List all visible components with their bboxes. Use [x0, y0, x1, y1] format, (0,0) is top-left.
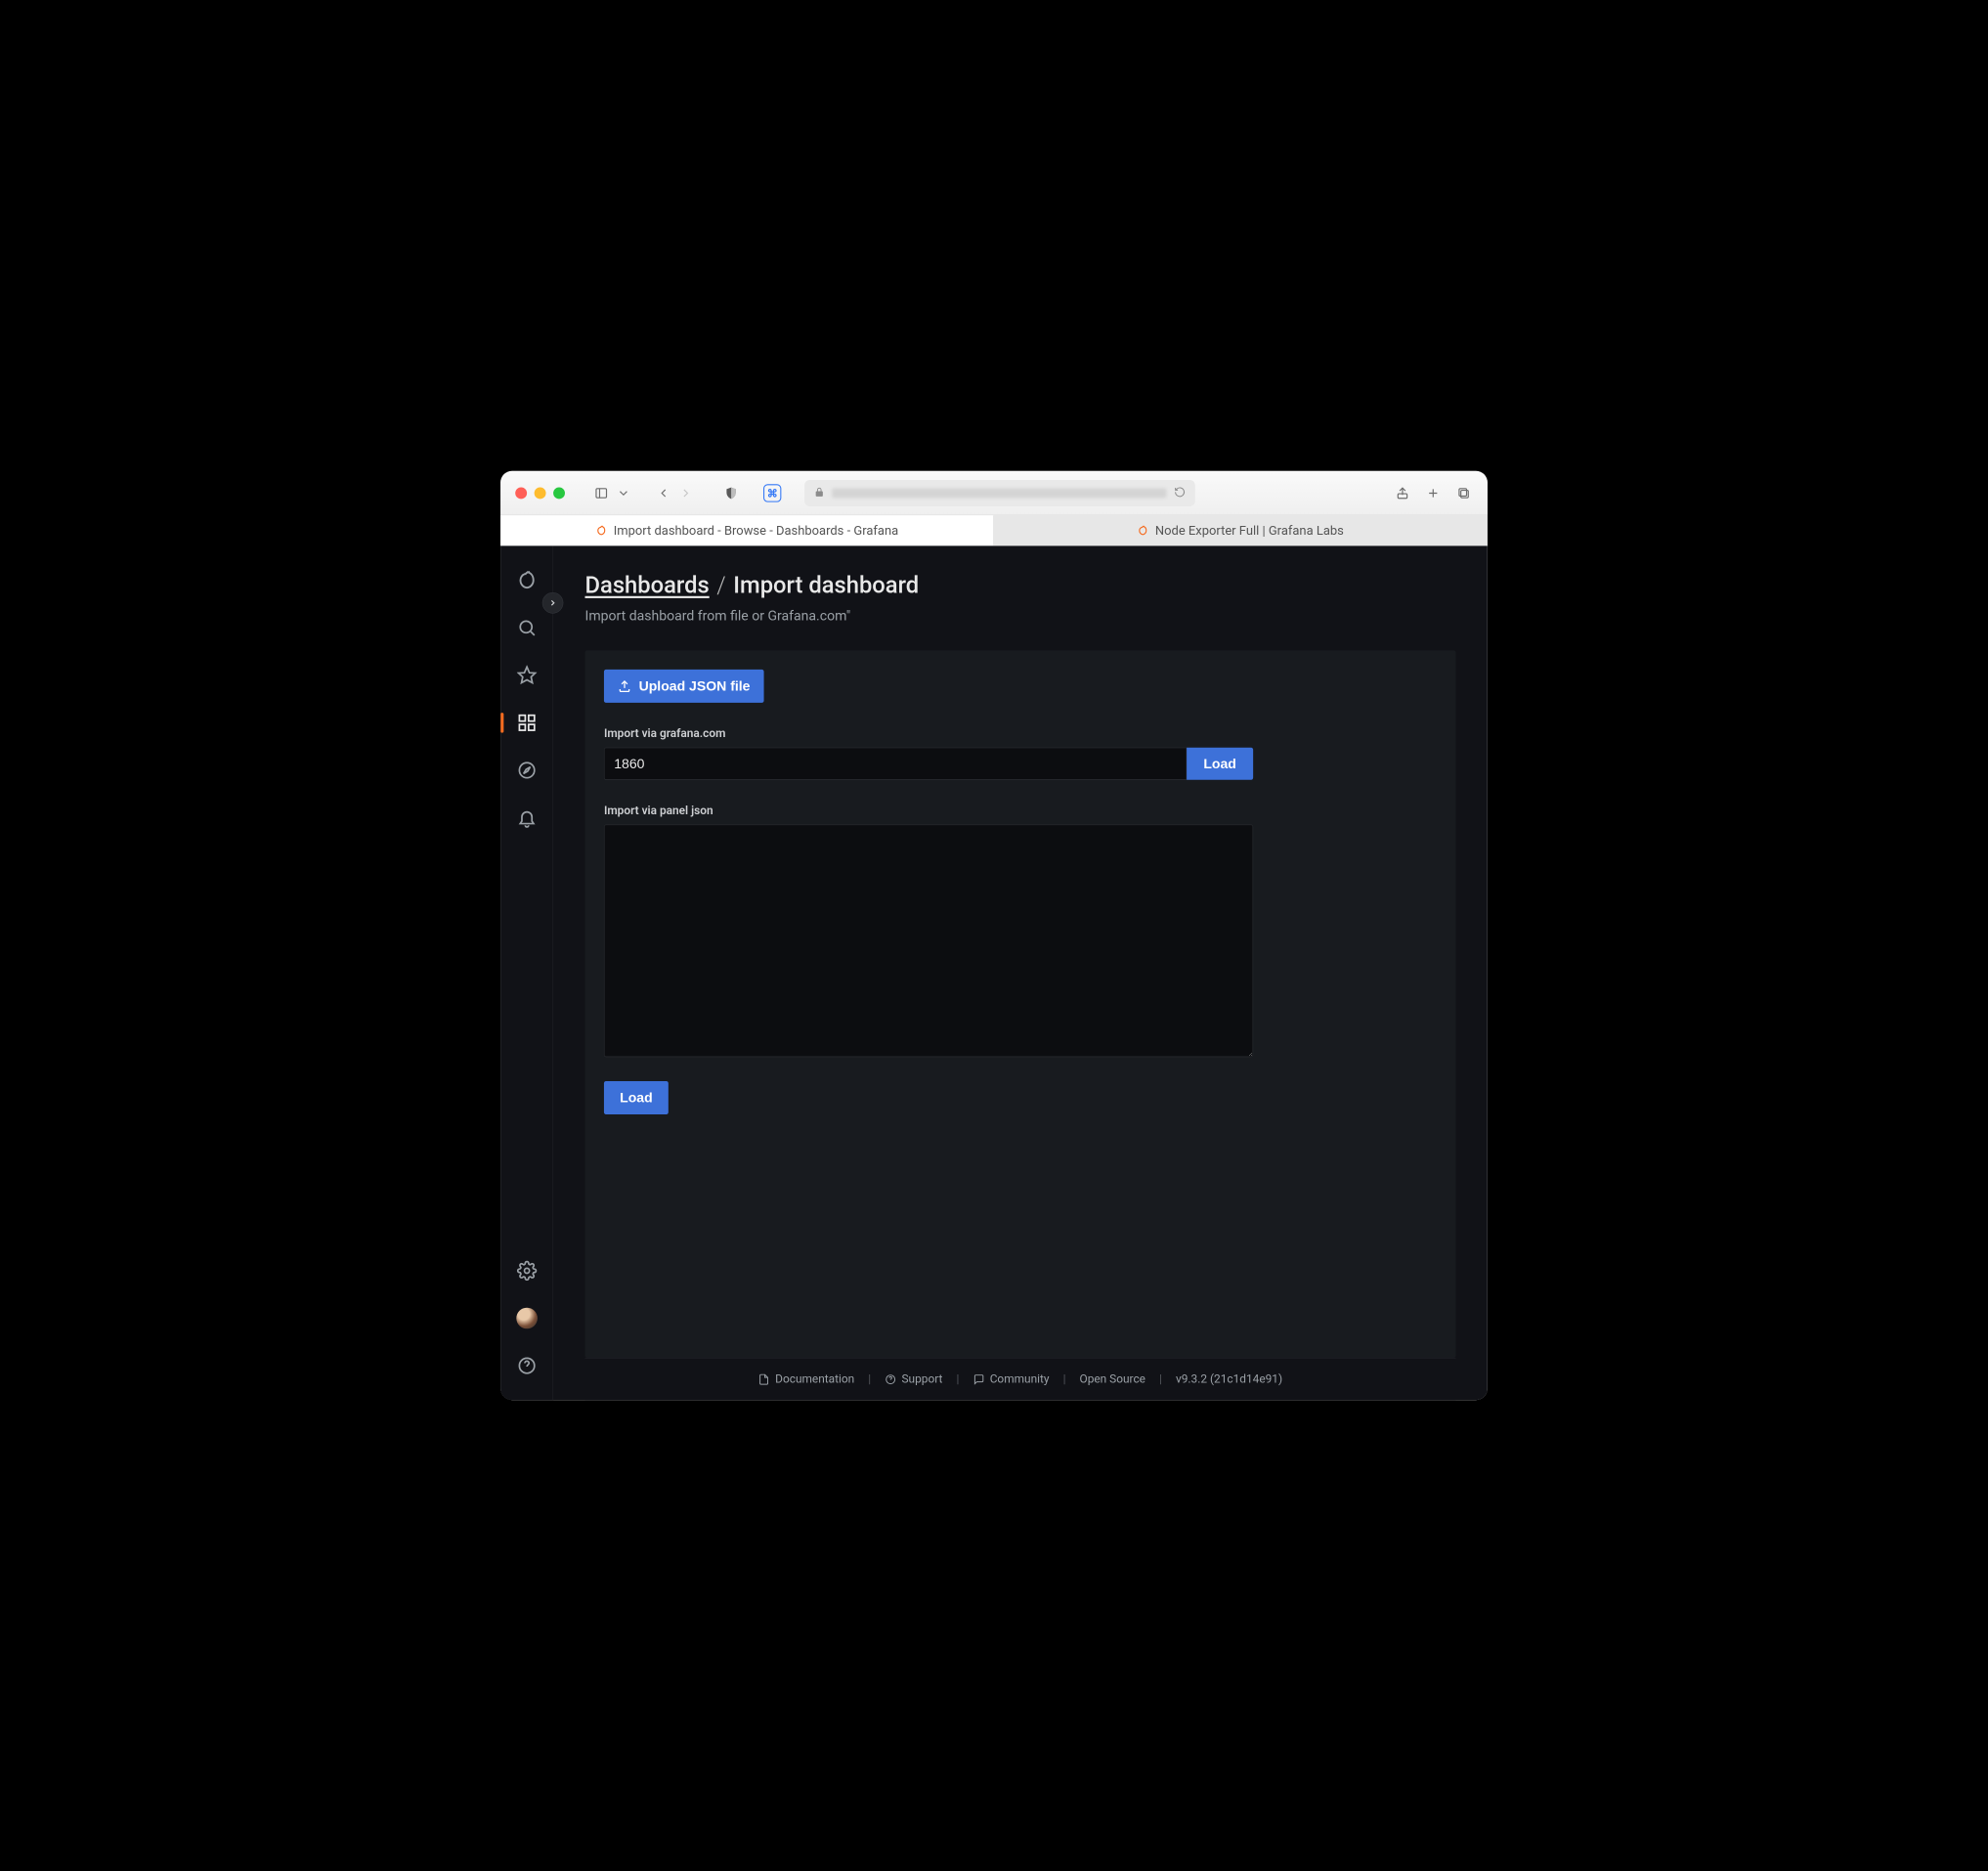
- nav-configuration-icon[interactable]: [500, 1247, 552, 1295]
- nav-explore-icon[interactable]: [500, 747, 552, 795]
- grafana-url-row: Load: [604, 748, 1253, 780]
- footer-sep: |: [956, 1372, 959, 1386]
- load-json-button[interactable]: Load: [604, 1081, 669, 1114]
- sidebar-toggle-group: [592, 484, 632, 501]
- nav-dashboards-icon[interactable]: [500, 699, 552, 747]
- browser-tab-0-title: Import dashboard - Browse - Dashboards -…: [614, 523, 898, 538]
- share-icon[interactable]: [1394, 484, 1411, 501]
- reload-icon[interactable]: [1174, 486, 1186, 500]
- grafana-url-input[interactable]: [604, 748, 1187, 780]
- footer-documentation-link[interactable]: Documentation: [758, 1372, 854, 1386]
- minimize-window-button[interactable]: [535, 487, 546, 499]
- breadcrumb-root-link[interactable]: Dashboards: [585, 571, 710, 598]
- window-controls: [515, 487, 565, 499]
- tab-overview-icon[interactable]: [1454, 484, 1472, 501]
- grafana-url-label: Import via grafana.com: [604, 727, 1437, 741]
- breadcrumb: Dashboards / Import dashboard: [585, 571, 1456, 598]
- browser-tab-1[interactable]: Node Exporter Full | Grafana Labs: [994, 515, 1488, 545]
- browser-tab-strip: Import dashboard - Browse - Dashboards -…: [500, 515, 1488, 545]
- footer-sep: |: [1063, 1372, 1066, 1386]
- url-bar[interactable]: [804, 480, 1195, 506]
- side-nav: [500, 545, 553, 1400]
- new-tab-icon[interactable]: [1424, 484, 1442, 501]
- fullscreen-window-button[interactable]: [553, 487, 565, 499]
- lock-icon: [814, 487, 825, 500]
- sidebar-toggle-icon[interactable]: [592, 484, 610, 501]
- main-content: Dashboards / Import dashboard Import das…: [553, 545, 1488, 1400]
- footer-community-link[interactable]: Community: [972, 1372, 1049, 1386]
- page-subtitle: Import dashboard from file or Grafana.co…: [585, 608, 1456, 624]
- panel-json-label: Import via panel json: [604, 805, 1437, 818]
- breadcrumb-current: Import dashboard: [733, 571, 919, 598]
- grafana-app: Dashboards / Import dashboard Import das…: [500, 545, 1488, 1400]
- upload-json-button[interactable]: Upload JSON file: [604, 670, 764, 703]
- nav-starred-icon[interactable]: [500, 651, 552, 699]
- browser-window: ⌘ Import dashboard - Browse - Dash: [500, 471, 1488, 1400]
- footer-documentation-label: Documentation: [775, 1372, 854, 1386]
- footer-opensource-link[interactable]: Open Source: [1080, 1372, 1145, 1386]
- upload-icon: [618, 679, 631, 693]
- nav-help-icon[interactable]: [500, 1342, 552, 1390]
- browser-tab-0[interactable]: Import dashboard - Browse - Dashboards -…: [500, 515, 994, 545]
- load-from-url-button[interactable]: Load: [1187, 748, 1253, 780]
- nav-avatar[interactable]: [500, 1294, 552, 1342]
- import-panel: Upload JSON file Import via grafana.com …: [585, 650, 1456, 1358]
- panel-json-textarea[interactable]: [604, 825, 1253, 1058]
- app-footer: Documentation | Support | Community | Op…: [585, 1358, 1456, 1400]
- browser-tab-1-title: Node Exporter Full | Grafana Labs: [1155, 523, 1344, 538]
- grafana-favicon-icon: [595, 525, 607, 537]
- footer-version: v9.3.2 (21c1d14e91): [1176, 1372, 1282, 1386]
- back-button[interactable]: [655, 484, 672, 501]
- footer-support-link[interactable]: Support: [885, 1372, 942, 1386]
- avatar-image: [516, 1308, 538, 1329]
- command-key-icon[interactable]: ⌘: [763, 484, 781, 501]
- nav-search-icon[interactable]: [500, 604, 552, 652]
- footer-support-label: Support: [902, 1372, 943, 1386]
- footer-community-label: Community: [990, 1372, 1050, 1386]
- upload-json-button-label: Upload JSON file: [639, 677, 751, 694]
- url-text-blurred: [832, 488, 1166, 498]
- footer-version-label: v9.3.2 (21c1d14e91): [1176, 1372, 1282, 1386]
- chevron-down-icon[interactable]: [615, 484, 632, 501]
- nav-arrows: [655, 484, 695, 501]
- privacy-shield-icon[interactable]: [722, 484, 740, 501]
- close-window-button[interactable]: [515, 487, 527, 499]
- forward-button[interactable]: [676, 484, 694, 501]
- browser-toolbar: ⌘: [500, 471, 1488, 515]
- grafana-favicon-icon: [1138, 525, 1149, 537]
- nav-alerting-icon[interactable]: [500, 794, 552, 842]
- footer-opensource-label: Open Source: [1080, 1372, 1145, 1386]
- footer-sep: |: [1159, 1372, 1162, 1386]
- breadcrumb-separator: /: [716, 571, 725, 598]
- footer-sep: |: [868, 1372, 871, 1386]
